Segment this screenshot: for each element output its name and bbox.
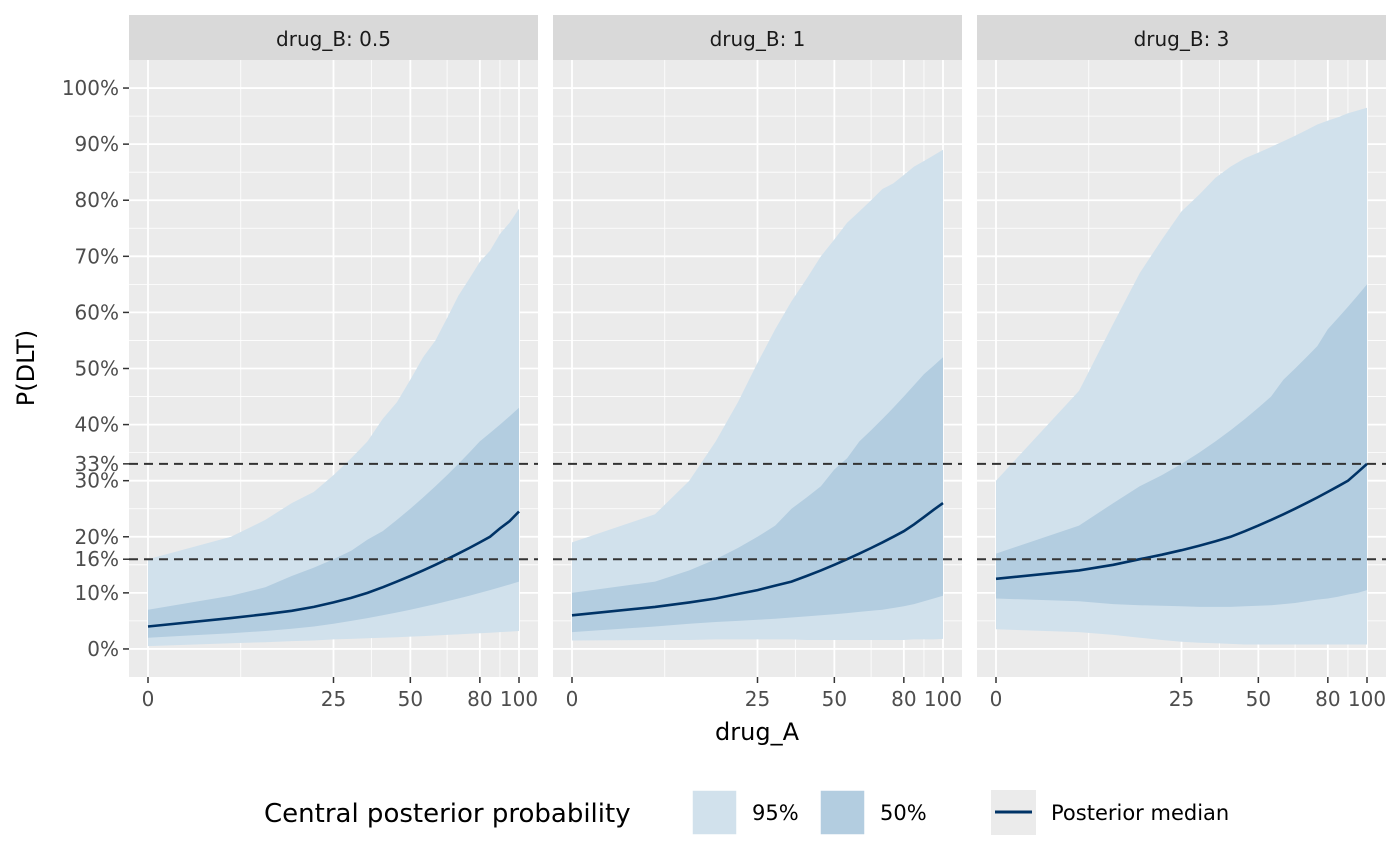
y-tick-label: 30% bbox=[75, 469, 119, 493]
y-tick-label: 90% bbox=[75, 132, 119, 156]
y-tick-label: 16% bbox=[75, 547, 119, 571]
ribbon-50 bbox=[572, 357, 943, 633]
x-tick-label: 100 bbox=[500, 687, 538, 711]
y-tick-label: 50% bbox=[75, 357, 119, 381]
y-tick-label: 10% bbox=[75, 581, 119, 605]
x-tick-label: 80 bbox=[467, 687, 492, 711]
ribbon-50 bbox=[148, 407, 519, 638]
legend-label-median: Posterior median bbox=[1051, 801, 1229, 825]
legend: Central posterior probability 95% 50% Po… bbox=[264, 789, 1229, 836]
legend-key-95 bbox=[691, 789, 738, 836]
x-tick-label: 0 bbox=[990, 687, 1003, 711]
y-tick-label: 0% bbox=[87, 637, 119, 661]
legend-key-50 bbox=[819, 789, 866, 836]
x-tick-label: 0 bbox=[142, 687, 155, 711]
x-tick-label: 50 bbox=[398, 687, 423, 711]
strip-label: drug_B: 0.5 bbox=[276, 27, 391, 51]
x-tick-label: 0 bbox=[566, 687, 579, 711]
median-line bbox=[147, 510, 520, 628]
facet-panel: drug_B: 1 0 25 50 80 100 bbox=[553, 15, 962, 711]
y-tick-label: 60% bbox=[75, 300, 119, 324]
x-tick-label: 100 bbox=[924, 687, 962, 711]
y-tick-label: 20% bbox=[75, 525, 119, 549]
strip-background bbox=[129, 15, 538, 60]
legend-title: Central posterior probability bbox=[264, 799, 631, 829]
strip-label: drug_B: 3 bbox=[1134, 27, 1230, 51]
strip-background bbox=[977, 15, 1386, 60]
median-line bbox=[995, 462, 1368, 581]
y-tick-label: 100% bbox=[62, 76, 119, 100]
legend-label-50: 50% bbox=[880, 801, 927, 825]
x-tick-label: 25 bbox=[1169, 687, 1194, 711]
x-tick-label: 50 bbox=[822, 687, 847, 711]
facet-panel: drug_B: 3 0 25 50 80 100 bbox=[977, 15, 1386, 711]
facet-panel: drug_B: 0.5 0 25 50 80 100 bbox=[129, 15, 538, 711]
x-tick-label: 80 bbox=[891, 687, 916, 711]
strip-background bbox=[553, 15, 962, 60]
y-axis-title: P(DLT) bbox=[12, 330, 40, 406]
x-tick-label: 50 bbox=[1246, 687, 1271, 711]
y-tick-label: 70% bbox=[75, 244, 119, 268]
median-line bbox=[571, 502, 944, 617]
y-tick-label: 33% bbox=[75, 452, 119, 476]
y-tick-label: 40% bbox=[75, 413, 119, 437]
x-tick-label: 100 bbox=[1348, 687, 1386, 711]
y-axis: 0% 10% 16%20% 30%33% 40% 50% 60% 70% 80% 90% 100% bbox=[62, 76, 129, 661]
x-axis-title: drug_A bbox=[715, 718, 800, 746]
y-tick-label: 80% bbox=[75, 188, 119, 212]
x-tick-label: 25 bbox=[321, 687, 346, 711]
legend-label-95: 95% bbox=[752, 801, 799, 825]
ribbon-50 bbox=[996, 284, 1367, 607]
panels-group: drug_B: 0.5 0 25 50 80 100 drug_B: 1 0 25 50 80 100… bbox=[129, 15, 1386, 711]
x-tick-label: 25 bbox=[745, 687, 770, 711]
x-tick-label: 80 bbox=[1315, 687, 1340, 711]
strip-label: drug_B: 1 bbox=[710, 27, 806, 51]
